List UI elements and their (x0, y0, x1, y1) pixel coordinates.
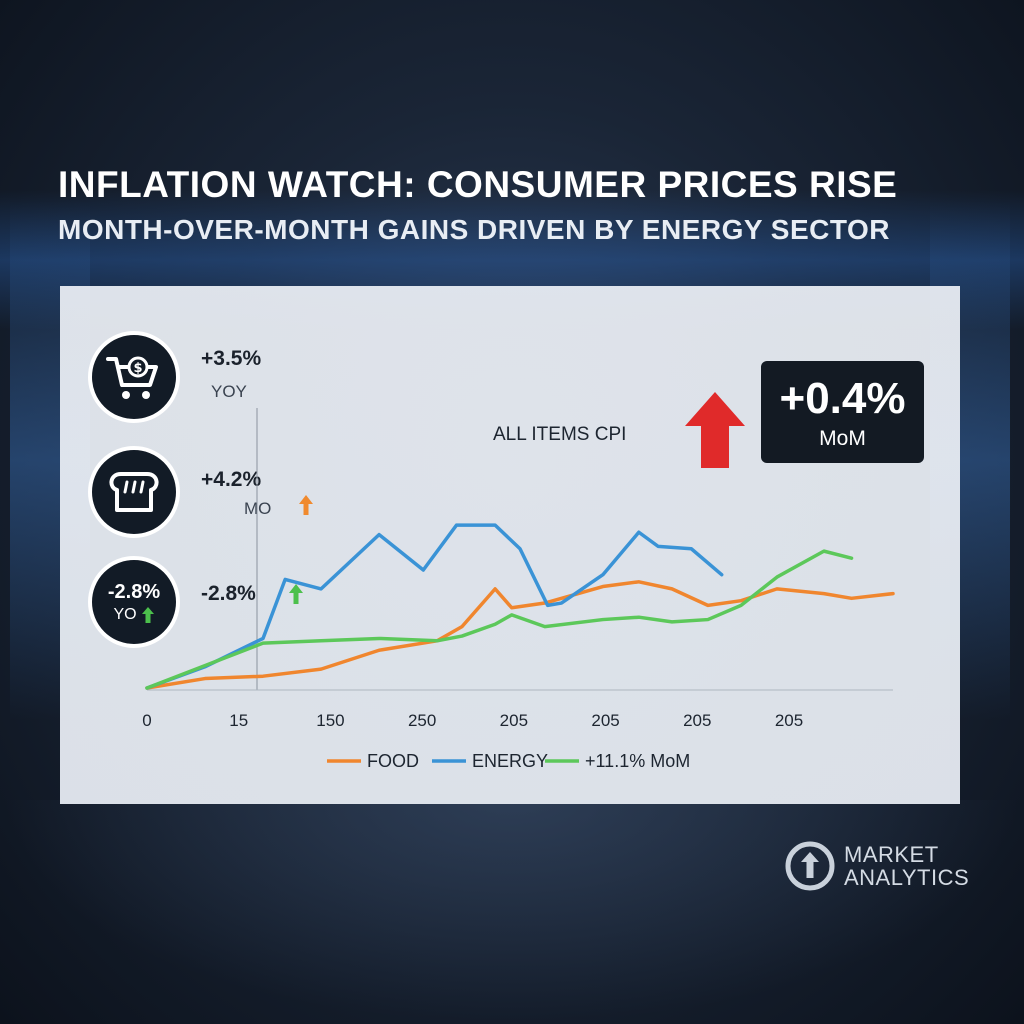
big-up-arrow-icon (685, 392, 745, 468)
kpi-cart-badge: $ (88, 331, 180, 423)
market-analytics-logo: MARKET ANALYTICS (784, 840, 969, 892)
x-tick-label: 205 (775, 711, 803, 730)
series-line-11-1-mom (145, 549, 854, 690)
subheadline: MONTH-OVER-MONTH GAINS DRIVEN BY ENERGY … (58, 214, 890, 245)
kpi-3-badge-value: -2.8% (107, 580, 161, 603)
legend-label: ENERGY (472, 751, 548, 771)
kpi-1-value: +3.5% (201, 347, 262, 370)
background-floor (0, 800, 1024, 1024)
kpi-3-badge: -2.8% YO (88, 556, 180, 648)
kpi-bread-badge (88, 446, 180, 538)
x-tick-label: 205 (683, 711, 711, 730)
bread-icon (109, 472, 159, 512)
x-tick-label: 205 (500, 711, 528, 730)
kpi-2-label: MO (244, 499, 272, 518)
logo-arrow-icon (785, 841, 835, 891)
x-tick-label: 250 (408, 711, 436, 730)
x-tick-label: 15 (229, 711, 248, 730)
shopping-cart-icon: $ (106, 356, 158, 399)
logo-line-2: ANALYTICS (844, 865, 970, 890)
series-line-food (145, 580, 895, 690)
kpi-3-badge-label: YO (113, 605, 137, 623)
mom-badge-value: +0.4% (779, 374, 906, 423)
x-tick-label: 150 (316, 711, 344, 730)
svg-text:$: $ (133, 361, 142, 376)
mom-badge: +0.4% MoM (761, 361, 924, 463)
headline: INFLATION WATCH: CONSUMER PRICES RISE (58, 164, 898, 205)
x-tick-label: 205 (591, 711, 619, 730)
kpi-3-value: -2.8% (201, 582, 256, 605)
x-tick-label: 0 (142, 711, 151, 730)
kpi-1-label: YOY (211, 382, 247, 401)
kpi-2-up-arrow-icon (299, 495, 313, 515)
kpi-2-value: +4.2% (201, 468, 262, 491)
legend-label: +11.1% MoM (585, 751, 690, 771)
kpi-3-badge-up-arrow-icon (141, 606, 154, 623)
mom-badge-label: MoM (819, 427, 866, 450)
legend-label: FOOD (367, 751, 419, 771)
logo-line-1: MARKET (844, 842, 939, 867)
chart-title: ALL ITEMS CPI (493, 424, 627, 445)
kpi-3-up-arrow-icon (289, 584, 303, 604)
series-line-energy (145, 523, 724, 690)
